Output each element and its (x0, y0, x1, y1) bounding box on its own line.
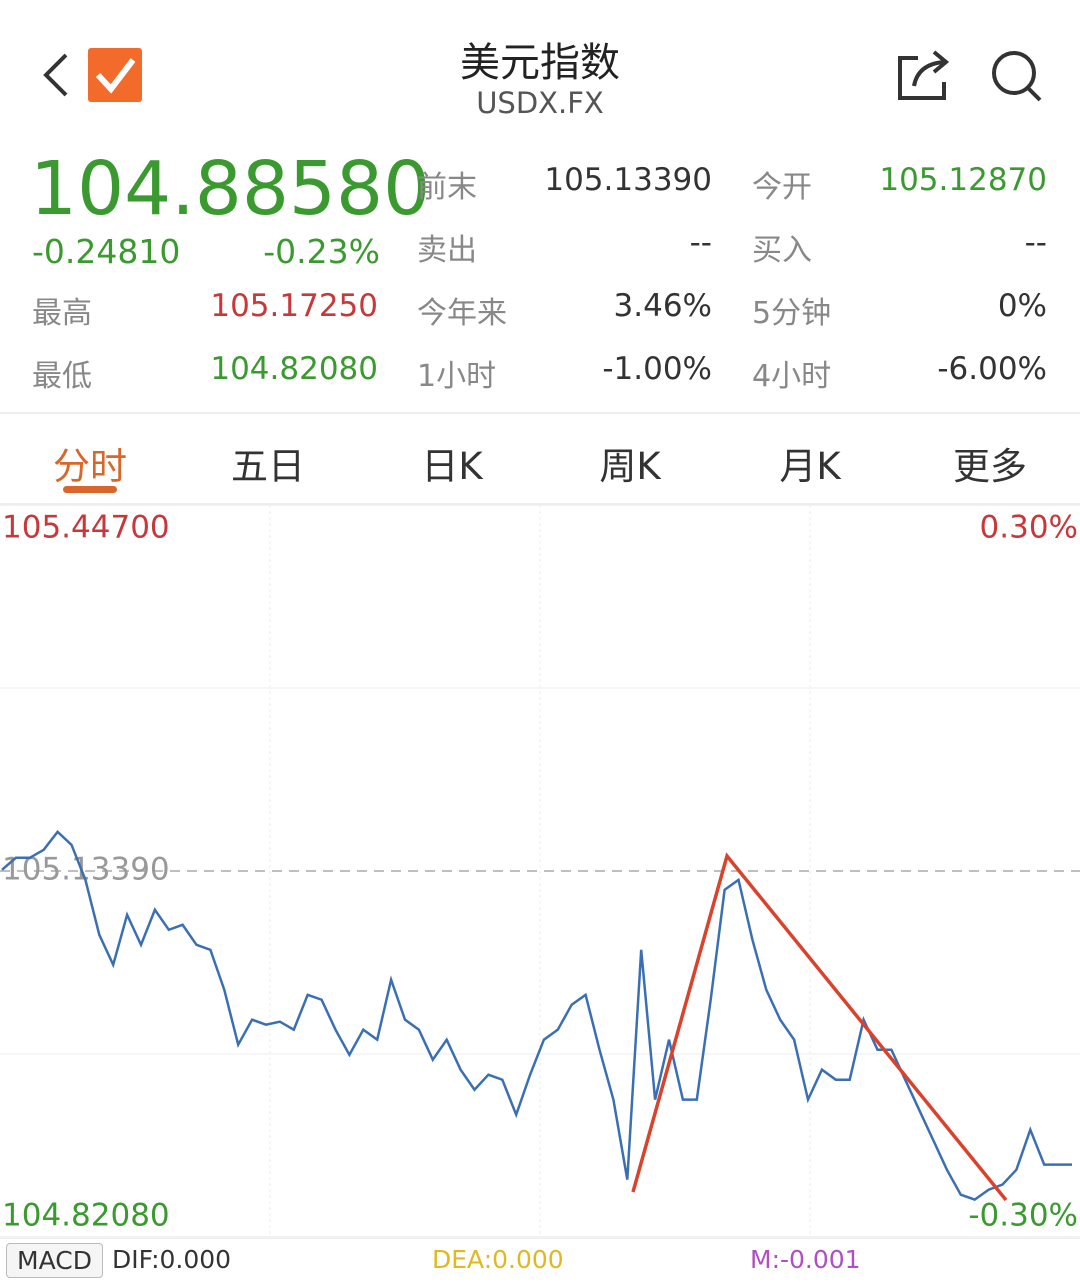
tab[interactable]: 分时 (53, 445, 127, 488)
change: -0.24810 (32, 232, 181, 271)
top-bar (43, 48, 1042, 102)
tab[interactable]: 周K (599, 445, 661, 488)
y2-tick-label: -0.30% (968, 1198, 1078, 1234)
tab[interactable]: 日K (421, 445, 483, 488)
field-label: 1小时 (417, 359, 497, 394)
share-icon[interactable] (898, 50, 950, 100)
high-label: 最高 (32, 296, 92, 331)
low-label: 最低 (32, 359, 92, 394)
field-value: 3.46% (613, 288, 712, 324)
subtitle: USDX.FX (476, 86, 604, 120)
dif: DIF:0.000 (112, 1245, 232, 1274)
indicator-bar: MACD DIF:0.000 DEA:0.000 M:-0.001 (0, 1238, 1080, 1286)
low: 104.82080 (210, 351, 378, 387)
check (95, 58, 136, 94)
price: 104.88580 (30, 146, 431, 232)
y-tick-label: 105.44700 (2, 510, 170, 546)
field-label: 今开 (752, 170, 812, 205)
indicator-button[interactable]: MACD (6, 1243, 103, 1278)
change-pct: -0.23% (263, 232, 380, 271)
high: 105.17250 (210, 288, 378, 324)
field-value: 105.13390 (544, 162, 712, 198)
field-value: -6.00% (937, 351, 1047, 387)
field-value: -- (689, 225, 712, 261)
tab[interactable]: 更多 (953, 445, 1027, 488)
field-label: 今年来 (417, 296, 507, 331)
field-value: -1.00% (602, 351, 712, 387)
field-value: 0% (997, 288, 1047, 324)
title: 美元指数 (460, 40, 620, 86)
divider (0, 412, 1080, 414)
y-tick-label: 104.82080 (2, 1198, 170, 1234)
m: M:-0.001 (750, 1245, 861, 1274)
search-icon[interactable] (992, 51, 1042, 102)
field-label: 卖出 (417, 233, 477, 268)
divider (0, 503, 1080, 505)
field-value: -- (1024, 225, 1047, 261)
tab-underline (63, 486, 117, 493)
field-label: 买入 (752, 233, 812, 268)
tab[interactable]: 月K (779, 445, 841, 488)
field-label: 5分钟 (752, 296, 832, 331)
y2-tick-label: 0.30% (980, 510, 1078, 546)
back-icon[interactable] (43, 53, 68, 97)
tab[interactable]: 五日 (231, 445, 305, 488)
dea: DEA:0.000 (432, 1245, 564, 1274)
field-label: 4小时 (752, 359, 832, 394)
field-label: 前末 (417, 170, 477, 205)
field-value: 105.12870 (879, 162, 1047, 198)
